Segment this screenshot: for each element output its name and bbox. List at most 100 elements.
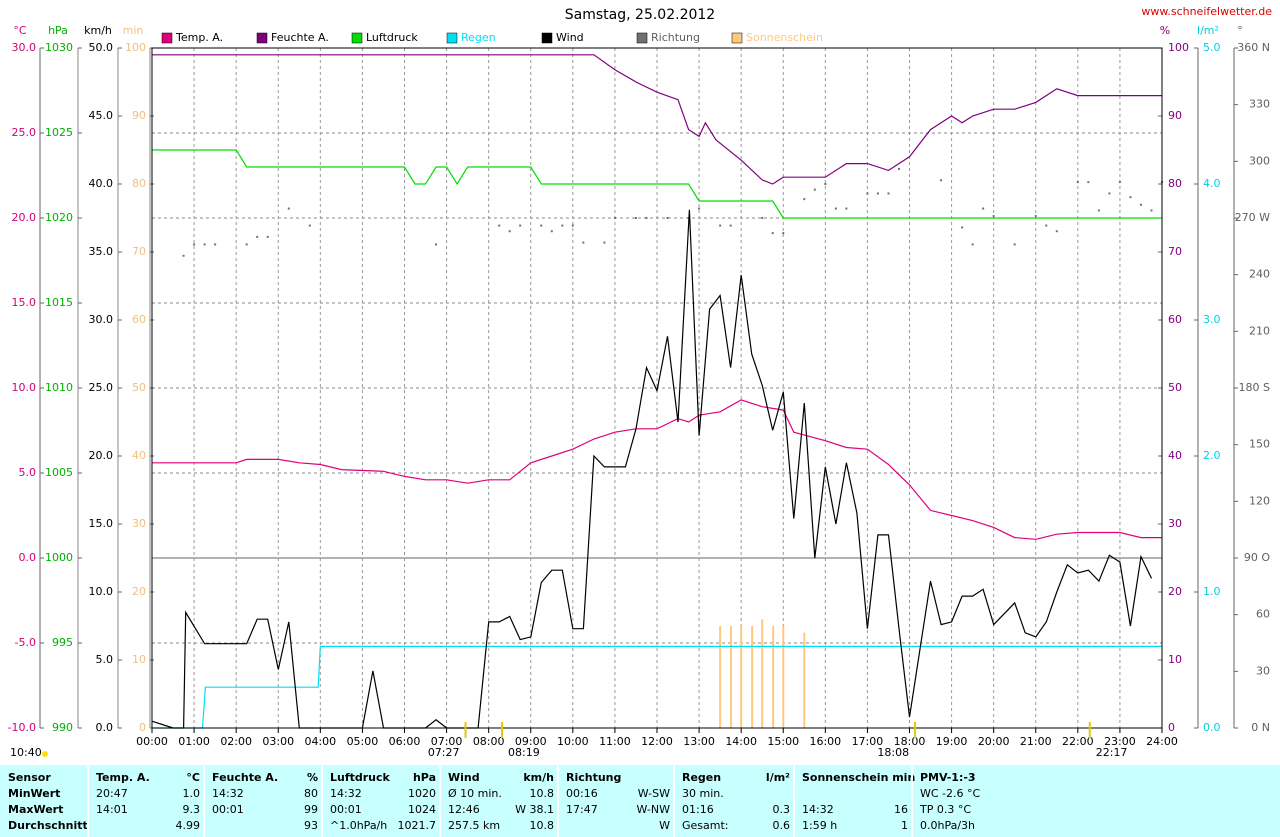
stats-table bbox=[0, 765, 1280, 837]
table-header: km/h bbox=[523, 771, 554, 784]
y-tick-label: 990 bbox=[52, 721, 73, 734]
direction-dot bbox=[803, 198, 806, 201]
direction-dot bbox=[992, 215, 995, 218]
direction-dot bbox=[634, 217, 637, 219]
legend-swatch bbox=[636, 32, 648, 44]
x-tick-label: 20:00 bbox=[978, 735, 1010, 748]
x-tick-label: 04:00 bbox=[304, 735, 336, 748]
y-tick-label: 2.0 bbox=[1203, 449, 1221, 462]
y-tick-label: 50.0 bbox=[89, 41, 114, 54]
y-tick-label: 30.0 bbox=[12, 41, 37, 54]
y-tick-label: 150 bbox=[1249, 438, 1270, 451]
y-tick-label: 4.0 bbox=[1203, 177, 1221, 190]
table-cell: 1:59 h bbox=[802, 819, 837, 832]
y-tick-label: 90 bbox=[1168, 109, 1182, 122]
direction-dot bbox=[982, 207, 985, 210]
y-tick-label: 0.0 bbox=[96, 721, 114, 734]
y-tick-label: 20 bbox=[1168, 585, 1182, 598]
direction-dot bbox=[1045, 224, 1048, 227]
x-tick-label: 01:00 bbox=[178, 735, 210, 748]
sunshine-bar bbox=[751, 626, 754, 728]
direction-dot bbox=[245, 243, 248, 246]
y-tick-label: 45.0 bbox=[89, 109, 114, 122]
y-tick-label: 50 bbox=[132, 381, 146, 394]
legend-swatch bbox=[351, 32, 363, 44]
y-tick-label: 30 bbox=[1168, 517, 1182, 530]
y-tick-label: 300 bbox=[1249, 154, 1270, 167]
axis-unit: ° bbox=[1237, 24, 1243, 37]
x-tick-label: 17:00 bbox=[852, 735, 884, 748]
table-header: PMV-1:-3 bbox=[920, 771, 976, 784]
sunshine-bar bbox=[803, 632, 806, 728]
direction-dot bbox=[498, 224, 501, 227]
y-tick-label: 60 bbox=[1168, 313, 1182, 326]
table-cell: 80 bbox=[304, 787, 318, 800]
sunshine-bar bbox=[719, 626, 722, 728]
direction-dot bbox=[613, 217, 616, 219]
y-tick-label: 0 bbox=[139, 721, 146, 734]
y-tick-label: 60 bbox=[132, 313, 146, 326]
y-tick-label: 25.0 bbox=[89, 381, 114, 394]
table-header: Durchschnitt bbox=[8, 819, 88, 832]
axis-unit: % bbox=[1160, 24, 1170, 37]
astro-label: 18:08 bbox=[877, 746, 909, 759]
x-tick-label: 18:00 bbox=[894, 735, 926, 748]
direction-dot bbox=[1034, 215, 1037, 218]
direction-dot bbox=[603, 241, 606, 244]
table-cell: W-SW bbox=[638, 787, 670, 800]
direction-dot bbox=[845, 207, 848, 210]
x-tick-label: 19:00 bbox=[936, 735, 968, 748]
legend-swatch bbox=[446, 32, 458, 44]
y-tick-label: 1.0 bbox=[1203, 585, 1221, 598]
legend-swatch bbox=[541, 32, 553, 44]
table-cell: 93 bbox=[304, 819, 318, 832]
direction-dot bbox=[666, 217, 669, 219]
legend-swatch bbox=[256, 32, 268, 44]
y-tick-label: 0.0 bbox=[1203, 721, 1221, 734]
y-tick-label: 10 bbox=[132, 653, 146, 666]
x-tick-label: 09:00 bbox=[515, 735, 547, 748]
x-tick-label: 23:00 bbox=[1104, 735, 1136, 748]
direction-dot bbox=[1087, 181, 1090, 184]
table-header: Sonnenschein min bbox=[802, 771, 915, 784]
direction-dot bbox=[193, 243, 196, 246]
direction-dot bbox=[1097, 209, 1100, 212]
table-cell: 0.3 bbox=[773, 803, 791, 816]
direction-dot bbox=[1055, 230, 1058, 233]
direction-dot bbox=[308, 224, 311, 227]
x-tick-label: 16:00 bbox=[809, 735, 841, 748]
y-tick-label: 5.0 bbox=[19, 466, 37, 479]
table-header: Luftdruck bbox=[330, 771, 391, 784]
legend-label: Regen bbox=[461, 31, 496, 44]
y-tick-label: 20.0 bbox=[89, 449, 114, 462]
direction-dot bbox=[287, 207, 290, 210]
source: www.schneifelwetter.de bbox=[1141, 5, 1272, 18]
series-line bbox=[152, 399, 1162, 540]
direction-dot bbox=[645, 217, 648, 219]
axis-unit: hPa bbox=[48, 24, 68, 37]
legend-swatch bbox=[731, 32, 743, 44]
direction-dot bbox=[256, 235, 259, 238]
table-cell: 1.0 bbox=[183, 787, 201, 800]
table-cell: 1 bbox=[901, 819, 908, 832]
direction-dot bbox=[1129, 196, 1132, 199]
table-cell: Ø 10 min. bbox=[448, 787, 502, 800]
direction-dot bbox=[824, 183, 827, 185]
y-tick-label: -10.0 bbox=[8, 721, 36, 734]
x-tick-label: 15:00 bbox=[767, 735, 799, 748]
y-tick-label: 30 bbox=[132, 517, 146, 530]
direction-dot bbox=[1076, 181, 1079, 184]
table-header: Richtung bbox=[566, 771, 621, 784]
y-tick-label: 270 W bbox=[1235, 211, 1270, 224]
legend-swatch bbox=[161, 32, 173, 44]
x-tick-label: 07:00 bbox=[431, 735, 463, 748]
sunshine-bar bbox=[730, 626, 733, 728]
table-cell: 00:01 bbox=[212, 803, 244, 816]
direction-dot bbox=[508, 230, 511, 233]
direction-dot bbox=[1013, 243, 1016, 246]
axis-unit: l/m² bbox=[1197, 24, 1219, 37]
table-header: MaxWert bbox=[8, 803, 63, 816]
